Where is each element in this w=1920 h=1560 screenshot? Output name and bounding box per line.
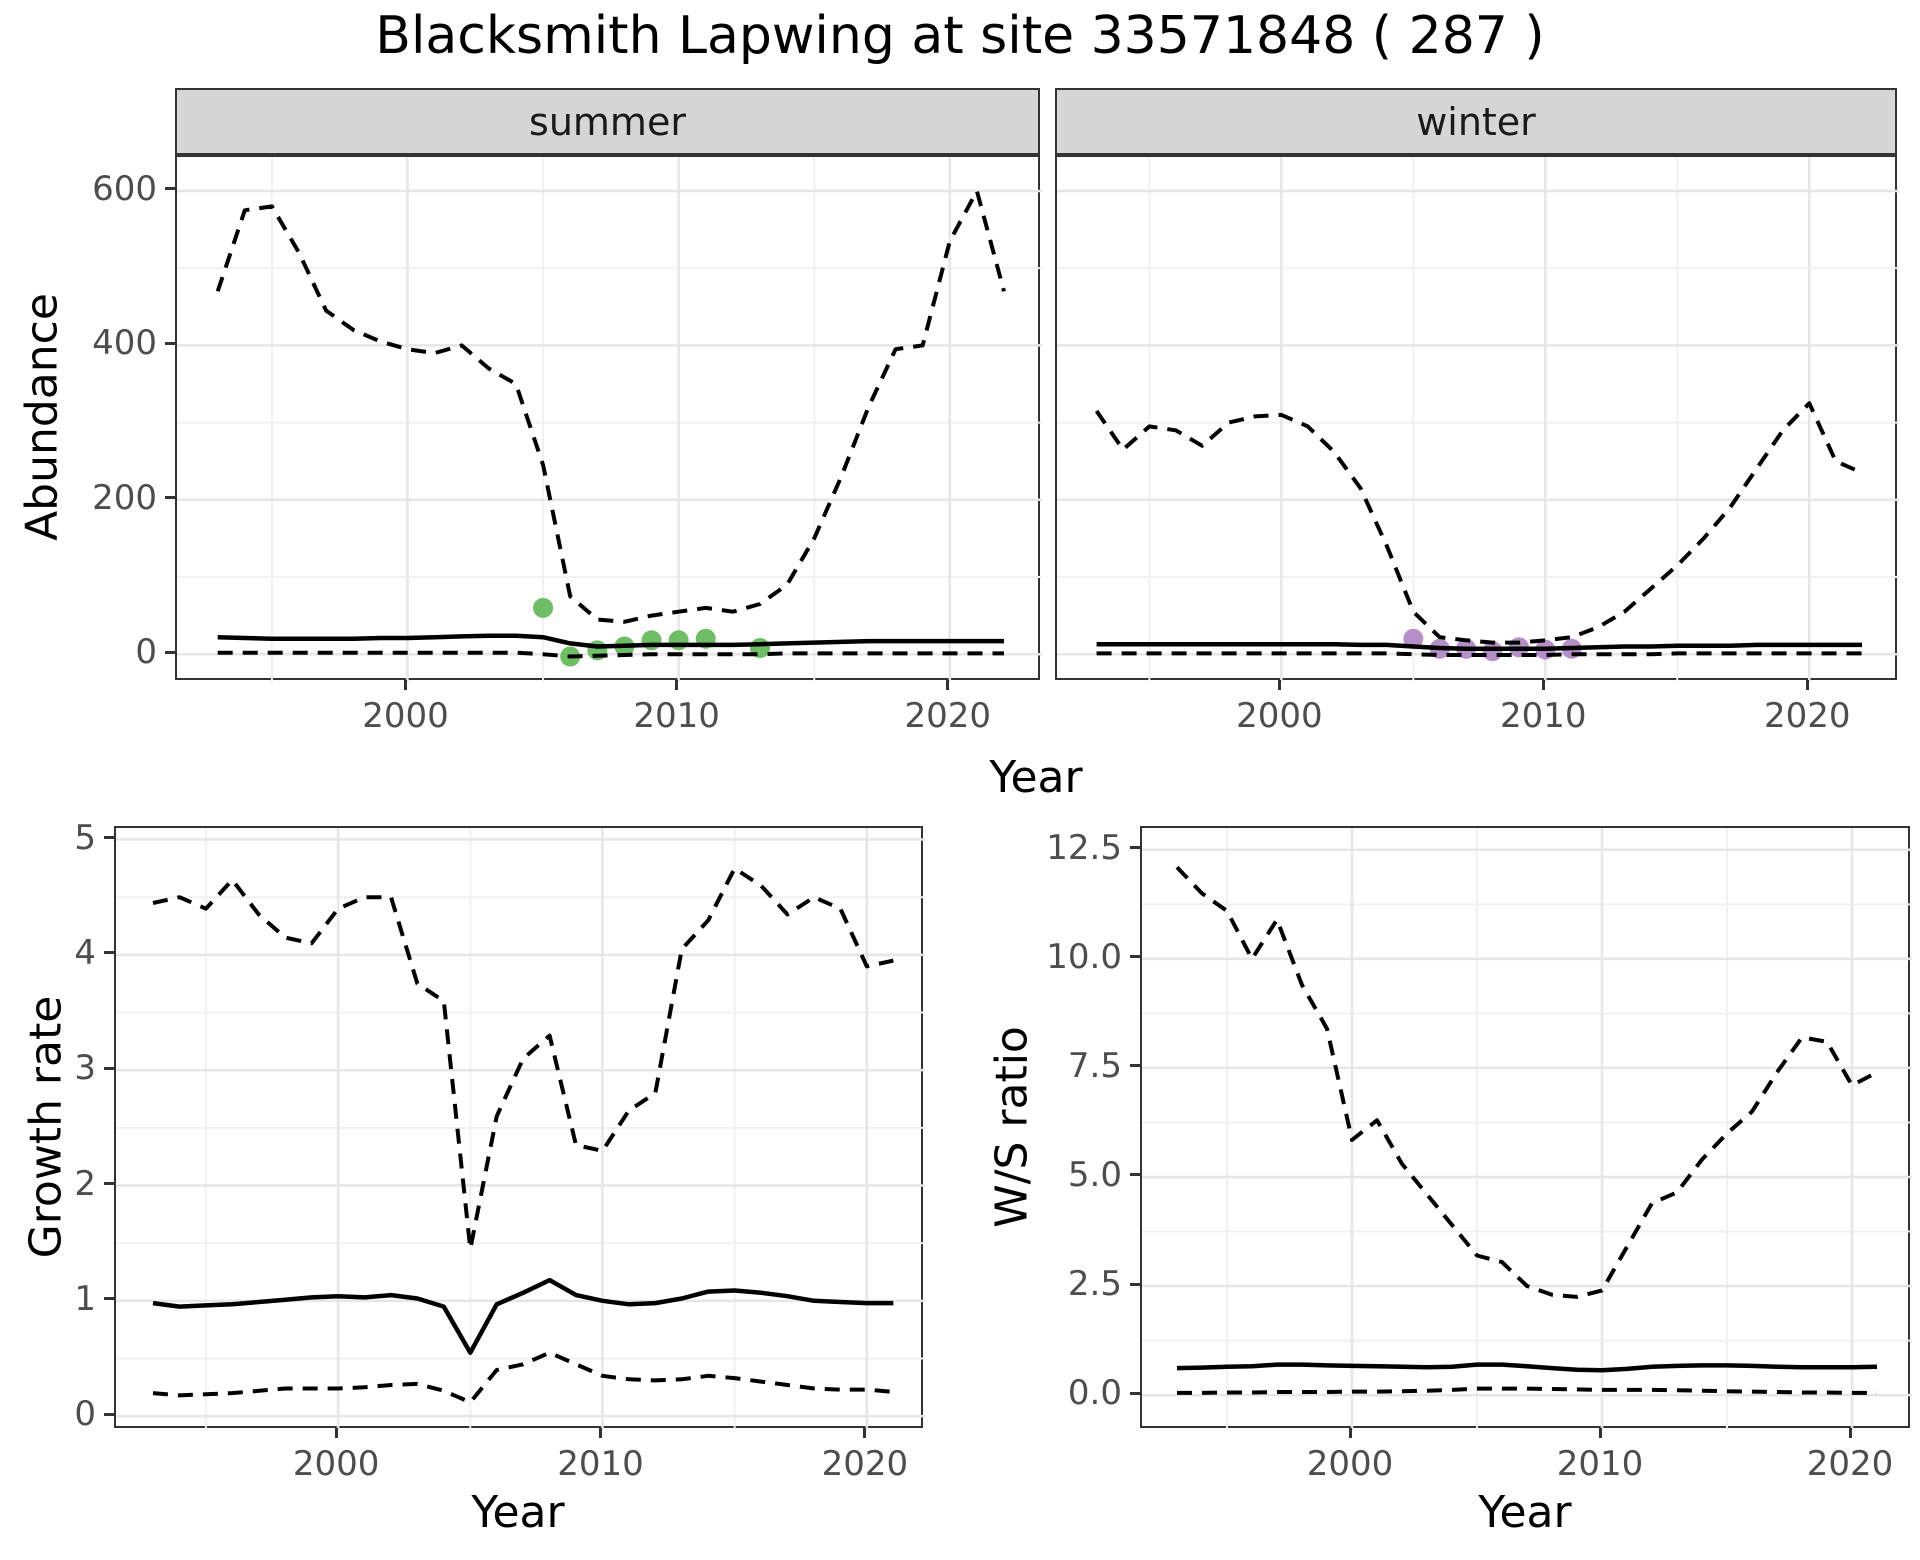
- y-tick-label: 7.5: [1067, 1045, 1122, 1086]
- y-tick-label: 5.0: [1067, 1154, 1122, 1195]
- y-axis-tick: [165, 341, 175, 345]
- ws-ratio-mean-line: [1176, 1362, 1878, 1373]
- growth-rate-lower-ci-line: [152, 1350, 894, 1405]
- y-axis-tick: [104, 1066, 114, 1070]
- y-axis-tick: [165, 496, 175, 500]
- x-axis-tick: [1348, 1428, 1352, 1438]
- y-tick-label: 3: [74, 1048, 96, 1089]
- x-tick-label: 2020: [904, 696, 992, 736]
- y-axis-tick: [1130, 1173, 1140, 1177]
- x-tick-label: 2000: [292, 1444, 380, 1484]
- facet-label-winter: winter: [1416, 99, 1536, 144]
- facet-label-summer: summer: [529, 99, 686, 144]
- x-axis-tick: [334, 1428, 338, 1438]
- abundance-summer-mean-line: [217, 633, 1004, 649]
- y-tick-label: 200: [92, 477, 157, 518]
- y-tick-label: 1: [74, 1278, 96, 1319]
- y-axis-tick: [1130, 955, 1140, 959]
- x-axis-tick: [1541, 680, 1545, 690]
- y-axis-tick: [104, 1182, 114, 1185]
- panel-abundance-summer: [175, 155, 1042, 682]
- observed-counts-summer: [668, 630, 689, 651]
- x-tick-label: 2020: [1763, 696, 1851, 736]
- y-tick-label: 0.0: [1067, 1373, 1122, 1414]
- x-axis-tick: [1277, 680, 1281, 690]
- x-tick-label: 2010: [633, 696, 720, 736]
- y-tick-label: 12.5: [1046, 827, 1122, 868]
- x-tick-label: 2010: [1556, 1444, 1644, 1484]
- y-axis-tick: [104, 1297, 114, 1301]
- y-axis-tick: [165, 650, 175, 654]
- x-axis-tick: [675, 680, 679, 690]
- x-axis-tick: [1848, 1428, 1852, 1438]
- panel-ws-ratio: [1140, 826, 1912, 1430]
- x-tick-label: 2000: [1306, 1444, 1394, 1484]
- facet-strip-winter: winter: [1055, 88, 1897, 155]
- x-axis-tick: [598, 1428, 602, 1438]
- y-tick-label: 0: [74, 1394, 96, 1435]
- ws-year-axis-title: Year: [1478, 1487, 1572, 1538]
- x-tick-label: 2000: [362, 696, 449, 736]
- abundance-winter-lower-ci-line: [1096, 651, 1862, 657]
- y-axis-tick: [104, 951, 114, 955]
- y-axis-tick: [165, 187, 175, 191]
- x-axis-tick: [863, 1428, 867, 1438]
- x-axis-tick: [946, 680, 950, 690]
- y-tick-label: 10.0: [1046, 936, 1122, 977]
- observed-counts-winter: [1403, 628, 1424, 649]
- y-axis-tick: [1130, 846, 1140, 850]
- growth-rate-mean-line: [152, 1277, 894, 1355]
- y-tick-label: 2.5: [1067, 1264, 1122, 1305]
- abundance-winter-plot: [1057, 157, 1899, 682]
- y-axis-tick: [1130, 1391, 1140, 1395]
- observed-counts-summer: [533, 597, 554, 618]
- x-axis-tick: [1805, 680, 1809, 690]
- y-tick-label: 0: [135, 632, 157, 673]
- x-tick-label: 2010: [557, 1444, 644, 1484]
- y-tick-label: 2: [74, 1163, 96, 1204]
- figure-title: Blacksmith Lapwing at site 33571848 ( 28…: [375, 6, 1545, 66]
- top-year-axis-title: Year: [989, 752, 1083, 803]
- x-tick-label: 2020: [1806, 1444, 1894, 1484]
- y-tick-label: 4: [74, 932, 96, 973]
- ws-ratio-lower-ci-line: [1177, 1386, 1877, 1395]
- panel-growth-rate: [114, 826, 925, 1430]
- y-tick-label: 400: [92, 323, 157, 364]
- abundance-summer-lower-ci-line: [217, 650, 1004, 659]
- abundance-winter-upper-ci-line: [1094, 401, 1863, 645]
- y-axis-tick: [1130, 1064, 1140, 1068]
- y-axis-tick: [104, 836, 114, 840]
- abundance-winter-mean-line: [1096, 641, 1862, 652]
- panel-abundance-winter: [1055, 155, 1899, 682]
- abundance-summer-plot: [177, 157, 1042, 682]
- y-tick-label: 600: [92, 168, 157, 209]
- growth-year-axis-title: Year: [471, 1487, 565, 1538]
- y-tick-label: 5: [74, 817, 96, 858]
- growth-rate-plot: [116, 828, 925, 1430]
- facet-strip-summer: summer: [175, 88, 1040, 155]
- ws-ratio-plot: [1142, 828, 1912, 1430]
- growth-rate-upper-ci-line: [152, 866, 894, 1251]
- y-axis-tick: [104, 1412, 114, 1416]
- x-tick-label: 2000: [1236, 696, 1323, 736]
- y-axis-tick: [1130, 1282, 1140, 1286]
- x-tick-label: 2020: [821, 1444, 909, 1484]
- x-axis-tick: [403, 680, 407, 690]
- abundance-summer-upper-ci-line: [215, 189, 1006, 624]
- x-tick-label: 2010: [1500, 696, 1587, 736]
- ws-ratio-upper-ci-line: [1175, 865, 1878, 1299]
- x-axis-tick: [1598, 1428, 1602, 1438]
